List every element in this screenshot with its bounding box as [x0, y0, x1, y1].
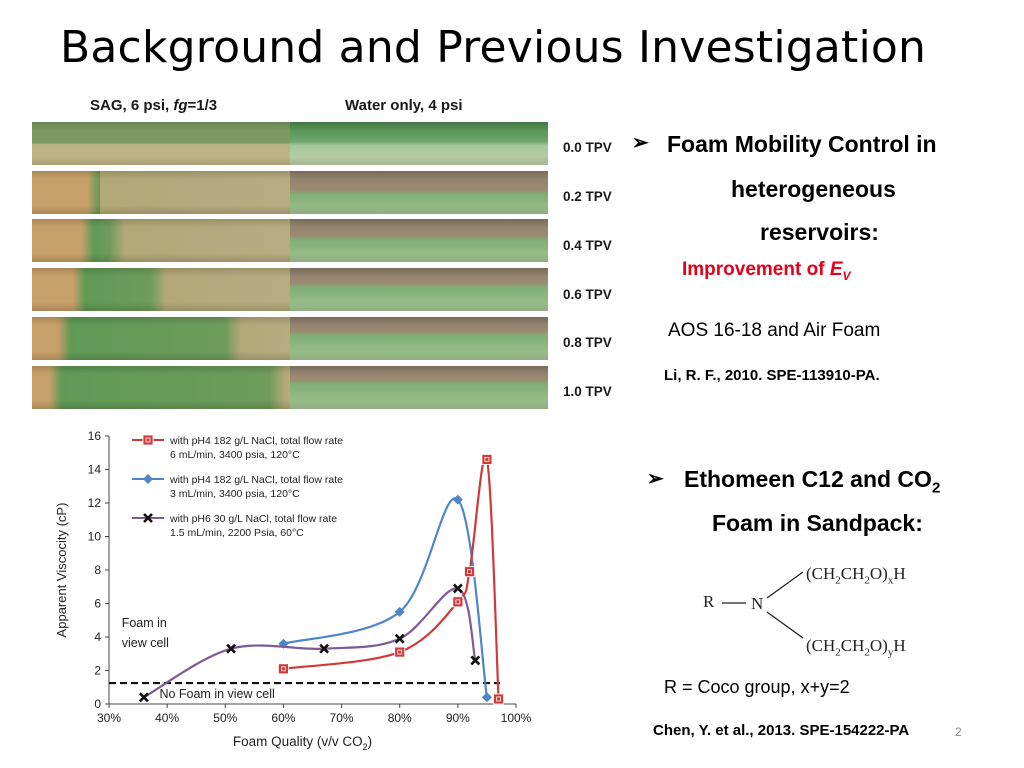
structure-note: R = Coco group, x+y=2	[664, 677, 850, 697]
tpv-label: 0.4 TPV	[563, 238, 612, 253]
nitrogen-atom: N	[751, 594, 764, 613]
y-tick-label: 4	[94, 630, 101, 644]
legend-label: with pH6 30 g/L NaCl, total flow rate	[169, 513, 337, 525]
tpv-label: 1.0 TPV	[563, 384, 612, 399]
data-point	[319, 643, 330, 654]
viscosity-chart: 0 2 4 6 8 10 12 14 16 30% 40% 50% 60% 70% 80% 90% 100% Ap…	[54, 429, 532, 752]
citation-chen: Chen, Y. et al., 2013. SPE-154222-PA	[653, 722, 910, 739]
data-point	[470, 655, 481, 666]
water-strip-image	[290, 171, 548, 214]
data-point	[452, 494, 463, 505]
data-point-inner	[484, 457, 490, 462]
legend-label: 3 mL/min, 3400 psia, 120°C	[170, 488, 300, 500]
bond-lines	[722, 571, 804, 639]
water-strip-image	[290, 122, 548, 165]
y-tick-label: 12	[88, 496, 102, 510]
water-header: Water only, 4 psi	[345, 97, 463, 114]
data-point	[394, 633, 405, 644]
legend-marker	[142, 434, 154, 446]
y-tick-label: 16	[88, 429, 102, 443]
data-point	[394, 606, 405, 617]
data-point-inner	[397, 649, 403, 655]
sag-header: SAG, 6 psi, fg=1/3	[90, 97, 218, 114]
foam-annotation-line2: view cell	[122, 636, 169, 650]
tpv-label: 0.6 TPV	[563, 287, 612, 302]
bullet-arrow-icon: ➢	[632, 132, 649, 154]
y-tick-label: 8	[94, 563, 101, 577]
x-tick-label: 40%	[155, 711, 179, 725]
legend-label: with pH4 182 g/L NaCl, total flow rate	[169, 474, 343, 486]
bullet1-line1: Foam Mobility Control in	[667, 131, 937, 157]
sag-strip-image	[32, 122, 290, 165]
bullet1-line2: heterogeneous	[731, 176, 896, 202]
series-line	[283, 455, 500, 700]
x-tick-label: 80%	[388, 711, 412, 725]
data-point	[138, 692, 149, 703]
data-point	[493, 693, 504, 705]
bullet2-line2: Foam in Sandpack:	[712, 510, 923, 536]
legend-label: 6 mL/min, 3400 psia, 120°C	[170, 449, 300, 461]
bullet-arrow-icon: ➢	[647, 468, 664, 490]
data-point	[464, 566, 475, 578]
tpv-label: 0.8 TPV	[563, 335, 612, 350]
y-axis-label: Apparent Viscocity (cP)	[54, 503, 69, 638]
legend-label: 1.5 mL/min, 2200 Psia, 60°C	[170, 527, 304, 539]
x-tick-label: 50%	[213, 711, 237, 725]
data-point-inner	[281, 666, 286, 672]
citation-li: Li, R. F., 2010. SPE-113910-PA.	[664, 367, 880, 384]
bullet2-line1: Ethomeen C12 and CO2	[684, 466, 941, 497]
water-strip-image	[290, 268, 548, 311]
x-tick-label: 90%	[446, 711, 470, 725]
improvement-text: Improvement of EV	[682, 259, 851, 283]
legend-marker	[143, 513, 153, 523]
sag-strip-image	[32, 171, 290, 214]
series-line	[283, 497, 489, 698]
foam-type: AOS 16-18 and Air Foam	[668, 320, 881, 341]
legend-label: with pH4 182 g/L NaCl, total flow rate	[169, 435, 343, 447]
top-chain: (CH2CH2O)xH	[806, 564, 906, 587]
y-tick-label: 0	[94, 697, 101, 711]
sag-strip-image	[32, 219, 290, 262]
data-point	[452, 596, 464, 608]
series-line	[143, 587, 477, 699]
x-tick-label: 70%	[330, 711, 354, 725]
data-point	[481, 692, 492, 703]
legend-marker	[143, 474, 153, 484]
data-point-inner	[455, 599, 461, 605]
data-point	[278, 663, 289, 675]
foam-annotation-line1: Foam in	[122, 616, 167, 630]
data-point	[394, 646, 406, 658]
legend-marker-inner	[145, 437, 151, 443]
y-tick-label: 6	[94, 597, 101, 611]
x-tick-label: 60%	[271, 711, 295, 725]
y-tick-label: 14	[88, 463, 102, 477]
x-tick-label: 30%	[97, 711, 121, 725]
sag-strip-image	[32, 317, 290, 360]
sag-strip-image	[32, 268, 290, 311]
data-point	[481, 454, 493, 465]
data-point	[226, 643, 237, 654]
data-point	[452, 583, 463, 594]
tpv-label: 0.2 TPV	[563, 189, 612, 204]
bullet1-line3: reservoirs:	[760, 219, 879, 245]
no-foam-label: No Foam in view cell	[159, 687, 274, 701]
tpv-label: 0.0 TPV	[563, 140, 612, 155]
y-tick-label: 2	[94, 664, 101, 678]
data-point-inner	[496, 696, 501, 702]
x-axis-label: Foam Quality (v/v CO2)	[233, 734, 372, 752]
data-point-inner	[467, 569, 472, 575]
water-strip-image	[290, 317, 548, 360]
sag-strip-image	[32, 366, 290, 409]
slide-title: Background and Previous Investigation	[60, 22, 927, 73]
water-strip-image	[290, 219, 548, 262]
x-tick-label: 100%	[501, 711, 532, 725]
page-number: 2	[955, 725, 962, 739]
r-group: R	[703, 592, 715, 611]
y-tick-label: 10	[88, 530, 102, 544]
bottom-chain: (CH2CH2O)yH	[806, 636, 906, 659]
water-strip-image	[290, 366, 548, 409]
